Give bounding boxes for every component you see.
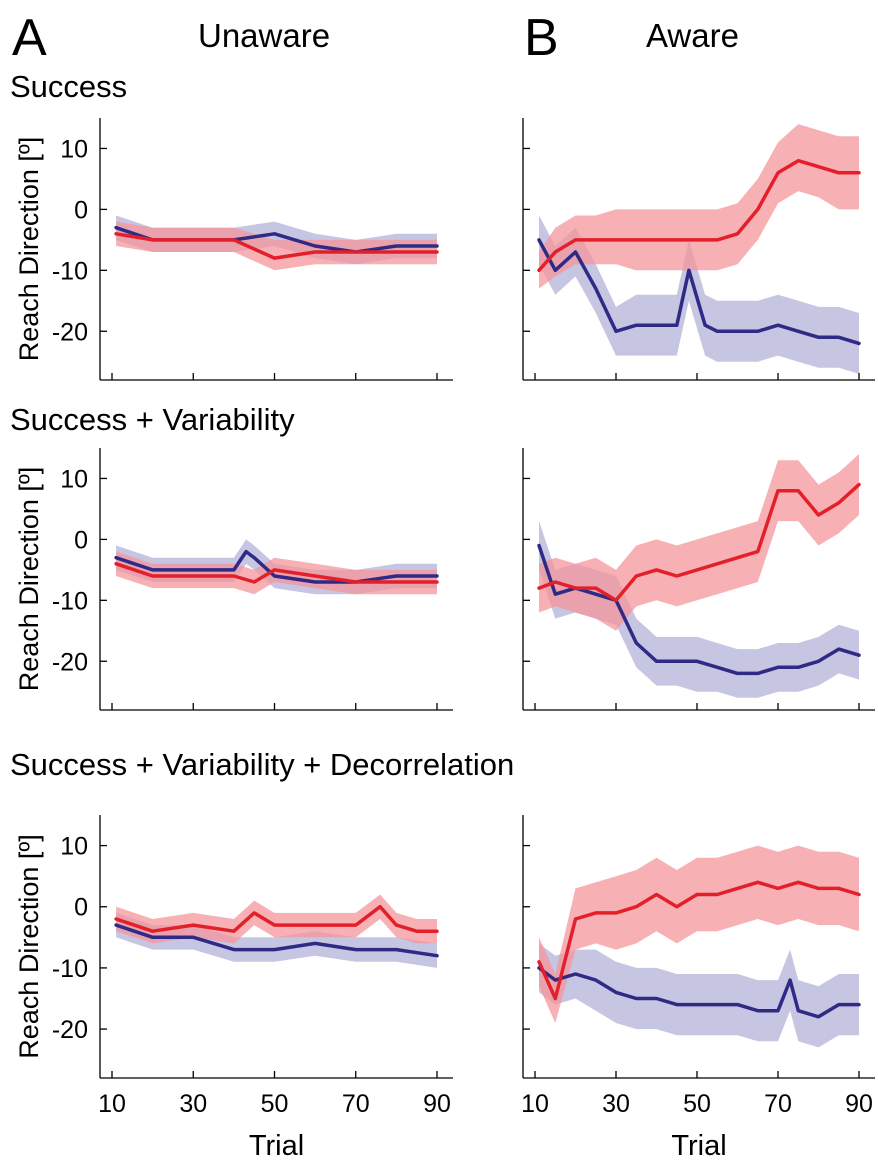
column-title-aware: Aware: [646, 17, 739, 54]
series-band-blue: [539, 215, 859, 374]
x-tick-label: 50: [683, 1090, 711, 1118]
series-band-red: [116, 221, 437, 271]
y-tick-label: -10: [52, 587, 88, 615]
y-tick-label: 10: [60, 135, 88, 163]
y-axis-label: Reach Direction [º]: [14, 137, 44, 361]
x-tick-label: 30: [179, 1090, 207, 1118]
series-line-blue: [114, 923, 439, 958]
series-line-red: [114, 562, 439, 584]
y-tick-label: -20: [52, 1016, 88, 1044]
y-tick-label: 0: [74, 196, 88, 224]
series-band-red: [539, 124, 859, 289]
column-title-unaware: Unaware: [198, 17, 331, 54]
series-line-blue: [537, 966, 861, 1019]
y-tick-label: 0: [74, 526, 88, 554]
chart-panel: 10 0 -10 -20 Reach Direction [º]: [14, 118, 453, 381]
y-tick-label: 10: [60, 833, 88, 861]
chart-panel: [522, 118, 875, 381]
series-line-blue: [537, 238, 861, 346]
series-line-red: [537, 880, 861, 1001]
y-axis-label: Reach Direction [º]: [14, 467, 44, 691]
y-tick-label: -10: [52, 257, 88, 285]
series-band-blue: [539, 943, 859, 1048]
series-line-red: [537, 158, 861, 273]
x-tick-label: 10: [521, 1090, 549, 1118]
panel-letter-a: A: [12, 9, 47, 67]
series-band-red: [116, 894, 437, 944]
series-band-red: [539, 454, 859, 631]
series-line-blue: [114, 549, 439, 584]
series-line-red: [114, 904, 439, 933]
series-line-red: [114, 232, 439, 260]
series-line-red: [537, 482, 861, 603]
chart-panel: 10 0 -10 -20 10 30 50 70 90 Reach Direction [º] Tr…: [14, 815, 453, 1160]
series-band-red: [539, 845, 859, 1023]
y-tick-label: -20: [52, 648, 88, 676]
y-tick-label: -20: [52, 318, 88, 346]
x-tick-label: 10: [98, 1090, 126, 1118]
row-title-success: Success: [10, 69, 128, 104]
x-tick-label: 50: [261, 1090, 289, 1118]
x-tick-label: 70: [342, 1090, 370, 1118]
row-title-success-variability: Success + Variability: [10, 402, 295, 437]
x-tick-label: 90: [423, 1090, 451, 1118]
x-tick-label: 90: [845, 1090, 873, 1118]
y-tick-label: -10: [52, 955, 88, 983]
row-title-success-variability-decorrelation: Success + Variability + Decorrelation: [10, 747, 515, 782]
chart-panel: 10 30 50 70 90 Trial: [521, 815, 875, 1160]
panel-letter-b: B: [524, 9, 559, 67]
x-tick-label: 70: [764, 1090, 792, 1118]
x-axis-label: Trial: [671, 1130, 726, 1160]
y-tick-label: 10: [60, 465, 88, 493]
y-tick-label: 0: [74, 894, 88, 922]
series-line-blue: [537, 543, 861, 676]
x-axis-label: Trial: [249, 1130, 304, 1160]
series-band-blue: [539, 521, 859, 698]
chart-panel: [522, 448, 875, 711]
x-tick-label: 30: [602, 1090, 630, 1118]
chart-panel: 10 0 -10 -20 Reach Direction [º]: [14, 448, 453, 711]
y-axis-label: Reach Direction [º]: [14, 834, 44, 1058]
